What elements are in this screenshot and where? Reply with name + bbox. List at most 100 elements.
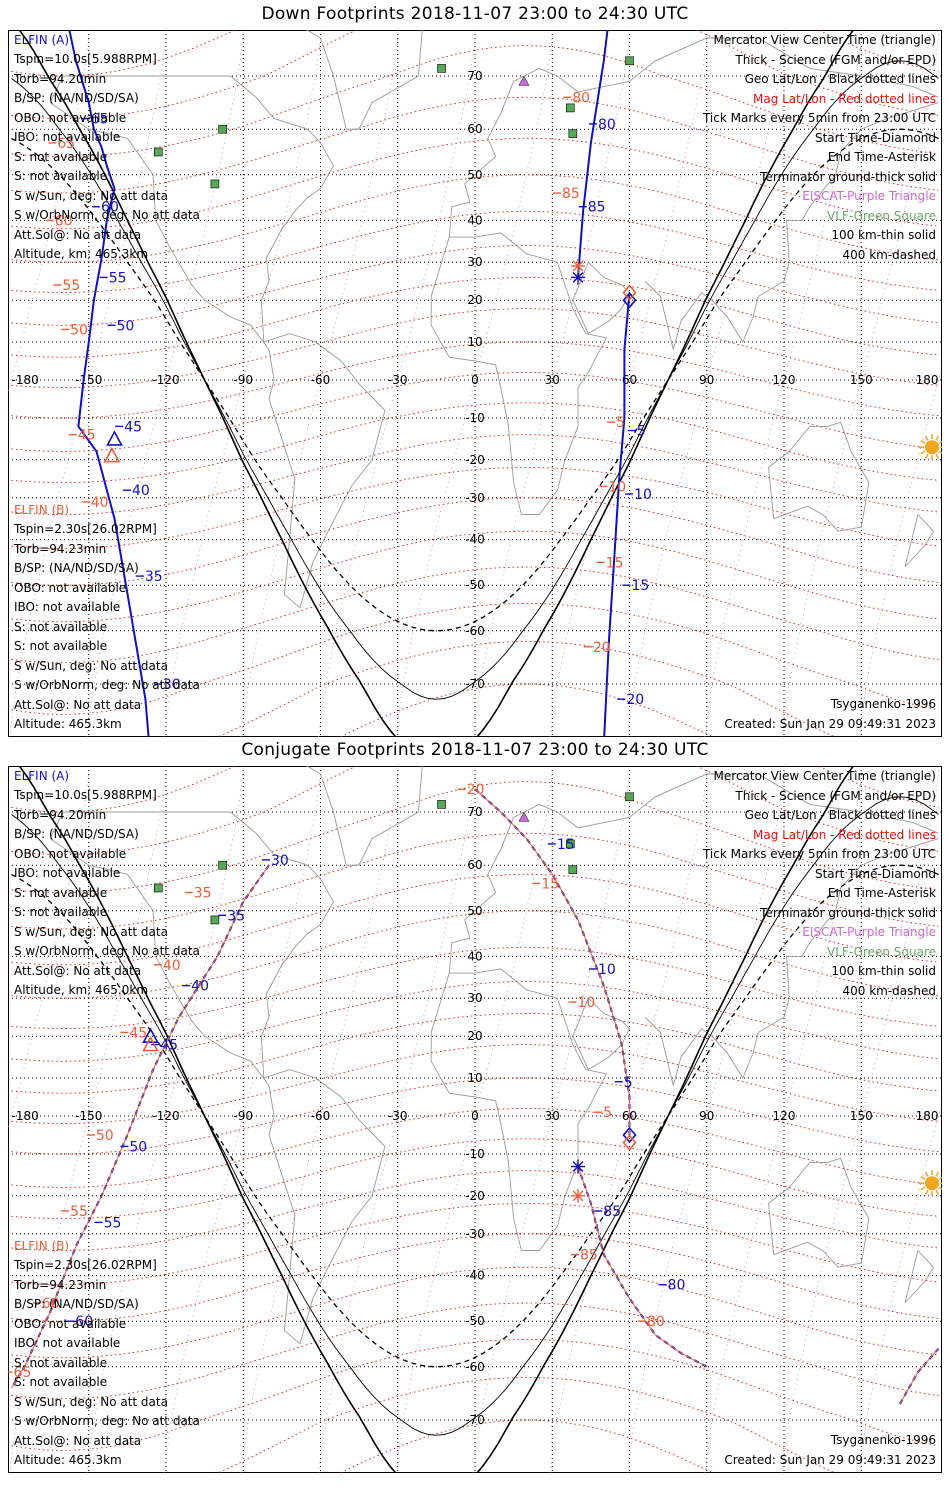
track-line	[68, 30, 150, 737]
lon-tick-label: 30	[545, 373, 560, 387]
sat-a-info-line: Torb=94.20min	[14, 807, 107, 822]
footprint-track: 85 80	[577, 1166, 708, 1368]
sun-ray	[935, 453, 940, 459]
coastline	[572, 261, 631, 335]
tick-label: 35	[194, 886, 212, 902]
lon-tick-label: -180	[12, 1109, 39, 1123]
sat-a-info-line: Altitude, km: 465.0km	[14, 983, 149, 997]
track-mag-line	[899, 1348, 939, 1405]
sun-ray	[924, 453, 929, 459]
lat-tick-label: -20	[465, 1189, 485, 1203]
terminator	[11, 766, 939, 1473]
lat-tick-label: -10	[465, 1147, 485, 1161]
coastlines	[49, 30, 939, 609]
mag-parallel	[11, 96, 939, 194]
tick-label: 65	[57, 136, 75, 152]
sat-b-info-line: S: not available	[14, 619, 108, 634]
vlf-square	[218, 860, 227, 870]
tick-label: 45	[129, 1025, 147, 1041]
legend-item: 100 km-thin solid	[831, 228, 936, 242]
start-time-diamond	[622, 1134, 637, 1151]
tick-label: 5	[616, 415, 625, 431]
lat-tick-label: 10	[467, 335, 482, 349]
panel-2-title: Conjugate Footprints 2018-11-07 23:00 to…	[241, 740, 709, 760]
legend-item: Terminator ground-thick solid	[760, 169, 936, 184]
sat-b-info-line: S w/Sun, deg: No att data	[14, 658, 168, 673]
legend-item: Geo Lat/Lon - Black dotted lines	[744, 72, 936, 86]
end-time-asterisk	[571, 259, 585, 273]
tick-label: 55	[109, 270, 127, 286]
legend-item: Start Time-Diamond	[814, 130, 936, 145]
legend-item: Thick - Science (FGM and/or EPD)	[735, 788, 936, 803]
lon-tick-label: -30	[388, 373, 408, 387]
tick-label: 55	[104, 1215, 122, 1231]
vlf-square	[218, 124, 227, 134]
legend-item: Terminator ground-thick solid	[760, 905, 936, 920]
lat-tick-label: -50	[465, 578, 485, 592]
tick-label: 5	[637, 424, 646, 440]
tick-label: 10	[634, 487, 652, 503]
tick-label: 30	[163, 677, 181, 693]
footprint-track: 20 15 10 5	[457, 782, 612, 1121]
sat-b-info-line: IBO: not available	[14, 1336, 121, 1350]
lon-tick-label: 90	[699, 1109, 714, 1123]
tick-label: 15	[632, 578, 650, 594]
footprint-track: 5 10 15 20	[603, 292, 652, 737]
footprint-track: 85 80	[571, 1248, 665, 1330]
coastline	[904, 1250, 934, 1304]
sat-a-info-line: Altitude, km: 465.3km	[14, 247, 149, 261]
tick-label: 45	[78, 428, 96, 444]
lat-tick-label: 40	[467, 949, 482, 963]
coastline	[768, 1157, 870, 1268]
legend-item: EISCAT-Purple Triangle	[802, 189, 936, 203]
sat-b-info-line: Altitude: 465.3km	[14, 717, 122, 731]
lon-tick-label: 0	[471, 373, 479, 387]
lon-tick-label: -60	[311, 1109, 331, 1123]
sat-b-info-line: OBO: not available	[14, 1316, 127, 1331]
sat-b-name: ELFIN (B)	[14, 1239, 70, 1253]
lon-tick-label: 150	[850, 1109, 873, 1123]
lat-tick-label: -60	[465, 624, 485, 638]
sat-a-info-line: IBO: not available	[14, 866, 121, 880]
legend-item: Mag Lat/Lon - Red dotted lines	[752, 827, 936, 842]
lat-tick-label: -40	[465, 533, 485, 547]
lon-tick-label: 30	[545, 1109, 560, 1123]
sun-ray	[938, 1186, 942, 1190]
tick-label: 55	[70, 1204, 88, 1220]
legend-item: End Time-Asterisk	[827, 150, 936, 164]
tick-label: 45	[160, 1038, 178, 1054]
tick-label: 60	[101, 200, 119, 216]
lon-tick-label: 150	[850, 373, 873, 387]
sun-ray	[935, 435, 940, 441]
coastline	[49, 75, 386, 609]
asterisk-stroke	[572, 271, 584, 283]
sat-b-info-line: OBO: not available	[14, 580, 127, 595]
tick-label: 50	[117, 318, 135, 334]
sun-ray	[924, 1171, 929, 1177]
terminator-100km	[11, 60, 939, 700]
track-line	[577, 30, 609, 278]
lat-tick-label: 60	[467, 122, 482, 136]
tick-label: 80	[647, 1314, 665, 1330]
coastline	[448, 37, 939, 238]
mag-parallel	[216, 641, 837, 737]
vlf-square	[210, 915, 220, 925]
sun-disc	[925, 1176, 939, 1191]
sat-b-info-line: S w/Sun, deg: No att data	[14, 1394, 168, 1409]
tick-label: 55	[62, 278, 80, 294]
tick-label: 85	[562, 186, 580, 202]
panel-down-footprints: -180 -150 -120 -90 -60 -30 0 30 60 90 120 150 180 70 6…	[8, 30, 942, 737]
coastline	[430, 232, 607, 515]
legend-item: 400 km-dashed	[842, 983, 936, 998]
tick-label: 60	[75, 1314, 93, 1330]
mag-parallel	[11, 30, 939, 77]
lat-tick-label: 70	[467, 69, 482, 83]
lon-tick-label: 0	[471, 1109, 479, 1123]
track-line	[603, 292, 631, 737]
sat-b-info-line: Altitude: 465.3km	[14, 1453, 122, 1467]
mag-parallel	[11, 603, 939, 715]
track-mag-line	[474, 788, 630, 1135]
lat-tick-label: 50	[467, 168, 482, 182]
lon-tick-label: -150	[75, 1109, 102, 1123]
sat-a-info-line: S: not available	[14, 905, 108, 919]
